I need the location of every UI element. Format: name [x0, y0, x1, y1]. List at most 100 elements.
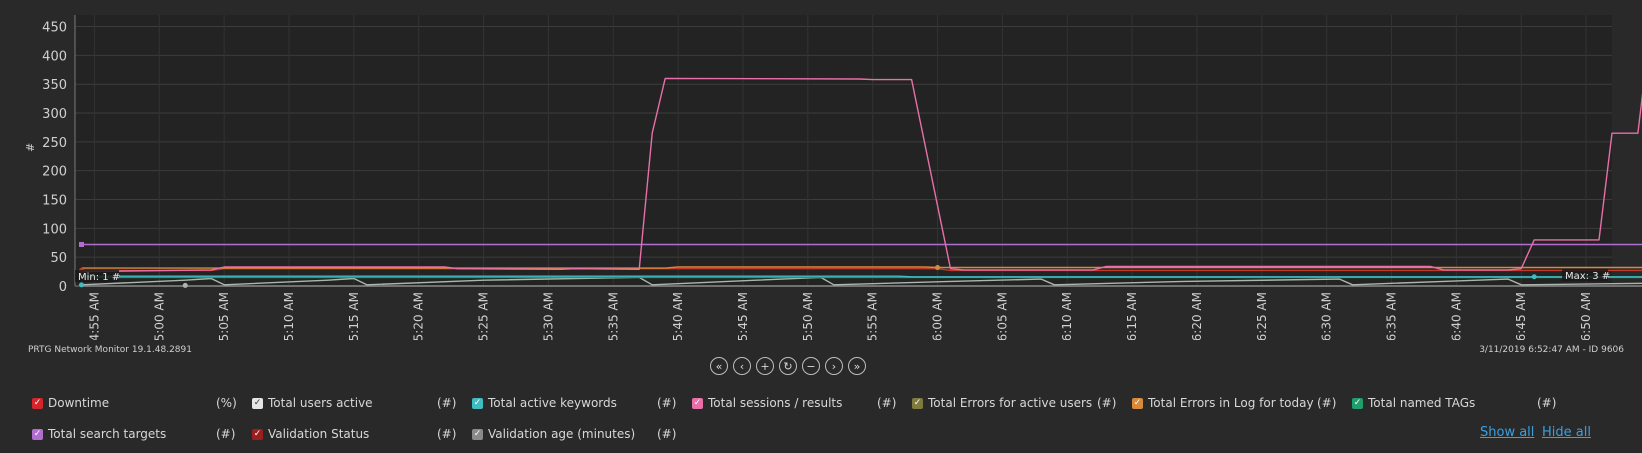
plot-background [75, 15, 1612, 286]
data-point-marker [935, 265, 941, 271]
legend-item-validation-status[interactable]: ✓ Validation Status [252, 426, 369, 442]
pan-right-button[interactable]: › [825, 357, 843, 375]
legend-unit: (#) [1097, 396, 1117, 410]
timestamp-id: 3/11/2019 6:52:47 AM - ID 9606 [1479, 345, 1624, 355]
hide-all-link[interactable]: Hide all [1542, 425, 1591, 440]
series-line-total-active-keywords [81, 275, 1642, 278]
legend-label: Validation age (minutes) [488, 427, 636, 441]
x-tick-label: 6:30 AM [1320, 292, 1334, 340]
pan-left-button[interactable]: ‹ [733, 357, 751, 375]
checkbox-icon[interactable]: ✓ [32, 428, 43, 440]
x-tick-label: 4:55 AM [87, 292, 101, 340]
legend-label: Total named TAGs [1368, 396, 1476, 410]
checkbox-icon[interactable]: ✓ [472, 428, 483, 440]
y-tick-label: 0 [59, 280, 67, 295]
legend-item-total-search-targets[interactable]: ✓ Total search targets [32, 426, 166, 442]
data-point-marker [1531, 274, 1537, 280]
zoom-in-button[interactable]: + [756, 357, 774, 375]
double-chevron-right-icon: » [853, 359, 861, 373]
y-tick-label: 250 [42, 136, 67, 151]
legend-unit: (#) [877, 396, 897, 410]
x-tick-label: 6:15 AM [1125, 292, 1139, 340]
x-tick-label: 6:00 AM [931, 292, 945, 340]
x-tick-label: 5:20 AM [412, 292, 426, 340]
chart: 0 50 100 150 200 250 300 350 400 450 4:55 AM 5:00 A… [24, 15, 1642, 340]
show-all-link[interactable]: Show all [1480, 425, 1535, 440]
x-tick-label: 5:40 AM [671, 292, 685, 340]
legend-label: Total sessions / results [708, 396, 843, 410]
checkbox-icon[interactable]: ✓ [692, 397, 703, 409]
chart-nav: « ‹ + ↻ − › » [710, 357, 866, 375]
min-label: Min: 1 # [75, 270, 120, 283]
data-point-marker [182, 282, 188, 288]
x-tick-label: 5:35 AM [606, 292, 620, 340]
legend-label: Validation Status [268, 427, 370, 441]
zoom-out-button[interactable]: − [802, 357, 820, 375]
x-tick-label: 5:55 AM [866, 292, 880, 340]
legend-unit: (#) [1537, 396, 1557, 410]
legend-label: Total Errors in Log for today [1148, 396, 1314, 410]
checkbox-icon[interactable]: ✓ [252, 397, 263, 409]
legend-unit: (#) [657, 396, 677, 410]
x-tick-label: 6:50 AM [1579, 292, 1593, 340]
x-tick-label: 5:30 AM [541, 292, 555, 340]
x-tick-label: 6:05 AM [995, 292, 1009, 340]
pan-first-button[interactable]: « [710, 357, 728, 375]
legend-item-errors-log-today[interactable]: ✓ Total Errors in Log for today [1132, 395, 1314, 411]
legend-unit: (%) [216, 396, 237, 410]
legend-item-downtime[interactable]: ✓ Downtime [32, 395, 109, 411]
legend-unit: (#) [437, 396, 457, 410]
checkbox-icon[interactable]: ✓ [32, 397, 43, 409]
x-tick-label: 6:45 AM [1514, 292, 1528, 340]
series-line-total-sessions-results [81, 77, 1642, 273]
y-tick-label: 200 [42, 165, 67, 180]
app-version: PRTG Network Monitor 19.1.48.2891 [28, 345, 192, 355]
chevron-right-icon: › [831, 359, 837, 373]
refresh-icon: ↻ [783, 359, 793, 373]
reset-zoom-button[interactable]: ↻ [779, 357, 797, 375]
x-tick-label: 5:25 AM [477, 292, 491, 340]
legend-label: Total active keywords [488, 396, 617, 410]
legend-item-total-users-active[interactable]: ✓ Total users active [252, 395, 373, 411]
y-tick-label: 450 [42, 21, 67, 36]
x-tick-label: 6:25 AM [1255, 292, 1269, 340]
legend-item-total-sessions[interactable]: ✓ Total sessions / results [692, 395, 842, 411]
double-chevron-left-icon: « [715, 359, 723, 373]
checkbox-icon[interactable]: ✓ [472, 397, 483, 409]
legend-label: Total users active [268, 396, 373, 410]
y-tick-label: 100 [42, 222, 67, 237]
legend-item-total-active-keywords[interactable]: ✓ Total active keywords [472, 395, 617, 411]
x-tick-label: 5:45 AM [736, 292, 750, 340]
x-tick-label: 5:10 AM [282, 292, 296, 340]
y-tick-label: 50 [50, 251, 67, 266]
legend-item-errors-active-users[interactable]: ✓ Total Errors for active users [912, 395, 1092, 411]
legend-item-validation-age[interactable]: ✓ Validation age (minutes) [472, 426, 635, 442]
max-label-text: Max: 3 # [1565, 271, 1610, 282]
legend-unit: (#) [216, 427, 236, 441]
chart-series [81, 77, 1642, 287]
x-tick-label: 5:50 AM [801, 292, 815, 340]
checkbox-icon[interactable]: ✓ [912, 397, 923, 409]
x-tick-label: 6:35 AM [1385, 292, 1399, 340]
x-tick-label: 5:05 AM [217, 292, 231, 340]
y-tick-label: 150 [42, 194, 67, 209]
y-tick-label: 400 [42, 49, 67, 64]
checkbox-icon[interactable]: ✓ [1132, 397, 1143, 409]
minus-icon: − [806, 359, 816, 373]
checkbox-icon[interactable]: ✓ [1352, 397, 1363, 409]
chart-grid [75, 15, 1612, 287]
legend-label: Downtime [48, 396, 110, 410]
x-tick-label: 6:20 AM [1190, 292, 1204, 340]
chevron-left-icon: ‹ [739, 359, 745, 373]
legend-unit: (#) [1317, 396, 1337, 410]
pan-last-button[interactable]: » [848, 357, 866, 375]
legend-label: Total Errors for active users [928, 396, 1093, 410]
legend-item-total-named-tags[interactable]: ✓ Total named TAGs [1352, 395, 1475, 411]
x-tick-label: 5:15 AM [347, 292, 361, 340]
max-label: Max: 3 # [1562, 269, 1610, 282]
x-tick-label: 5:00 AM [152, 292, 166, 340]
checkbox-icon[interactable]: ✓ [252, 428, 263, 440]
y-axis-label: # [24, 143, 37, 152]
series-line-total-errors-in-log-for-today [81, 266, 1642, 269]
legend-unit: (#) [657, 427, 677, 441]
